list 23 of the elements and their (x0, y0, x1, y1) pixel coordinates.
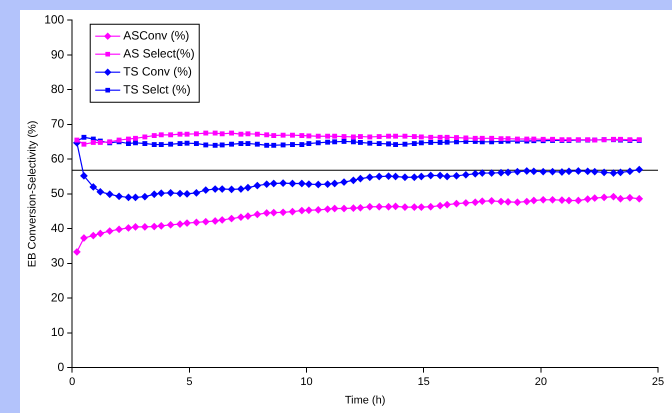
legend-label: ASConv (%) (123, 28, 190, 43)
x-tick-label: 0 (69, 376, 76, 388)
y-tick-label: 60 (50, 151, 65, 166)
x-tick-label: 15 (418, 376, 430, 388)
y-axis-title: EB Conversion-Selectivity (%) (26, 120, 39, 268)
y-tick-label: 20 (50, 290, 65, 304)
y-tick-label: 100 (44, 12, 65, 27)
y-tick-label: 30 (50, 256, 65, 270)
y-tick-label: 90 (50, 47, 65, 62)
x-tick-label: 5 (186, 376, 192, 388)
x-tick-label: 25 (652, 376, 664, 388)
y-tick-label: 80 (50, 82, 65, 96)
legend-label: TS Conv (%) (123, 64, 192, 79)
y-tick-label: 70 (50, 116, 65, 131)
legend-label: AS Select(%) (123, 46, 195, 61)
y-tick-label: 40 (50, 220, 65, 235)
x-tick-label: 10 (300, 376, 313, 388)
y-tick-label: 50 (50, 186, 65, 200)
y-tick-label: 0 (58, 360, 65, 374)
x-tick-label: 20 (534, 376, 547, 388)
legend-label: TS Selct (%) (123, 82, 191, 97)
y-tick-label: 10 (50, 325, 65, 340)
x-axis-title: Time (h) (344, 394, 386, 406)
